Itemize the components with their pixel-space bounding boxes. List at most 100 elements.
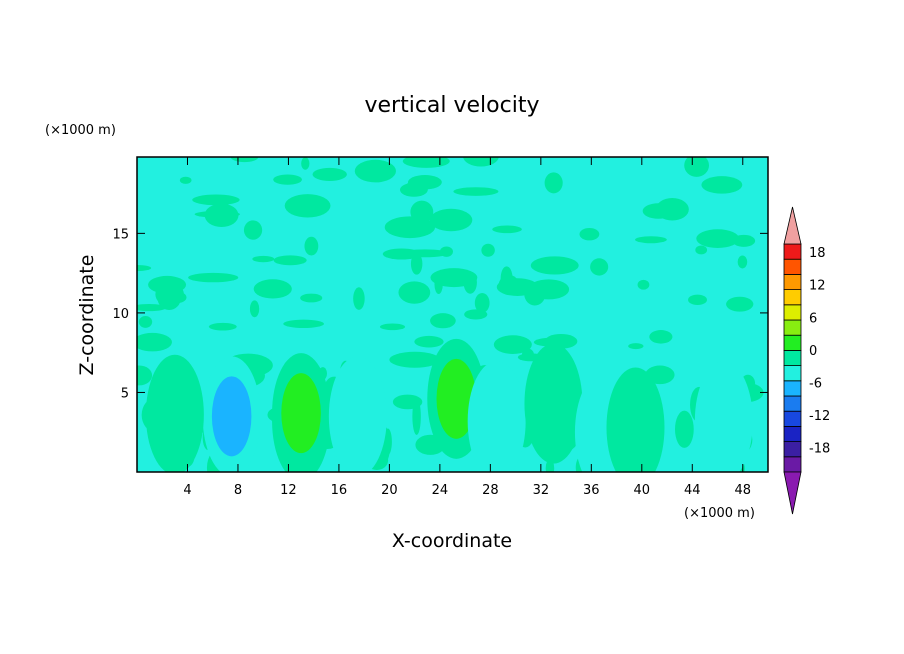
texture-patch <box>312 167 347 181</box>
y-tick-label: 5 <box>121 386 129 401</box>
texture-patch <box>684 157 710 177</box>
texture-patch <box>481 243 495 257</box>
texture-patch <box>628 343 644 350</box>
contour-blob <box>328 356 387 472</box>
colorbar-label: 12 <box>809 279 826 294</box>
texture-patch <box>137 365 153 386</box>
texture-patch <box>401 249 449 258</box>
colorbar-label: -6 <box>809 376 822 391</box>
texture-patch <box>273 174 302 185</box>
texture-patch <box>379 323 406 331</box>
texture-patch <box>138 315 153 328</box>
x-tick-label: 24 <box>432 483 449 498</box>
texture-patch <box>208 322 237 331</box>
plot-frame <box>136 156 769 473</box>
colorbar-segment <box>783 425 802 442</box>
texture-patch <box>737 255 748 269</box>
texture-patch <box>284 194 331 218</box>
texture-patch <box>701 176 743 194</box>
heatmap-field <box>137 157 768 472</box>
texture-patch <box>655 198 689 221</box>
chart-title: vertical velocity <box>364 93 539 118</box>
texture-patch <box>249 300 260 318</box>
x-tick-label: 20 <box>381 483 398 498</box>
x-tick-label: 48 <box>734 483 751 498</box>
texture-patch <box>192 194 240 206</box>
texture-patch <box>304 236 319 256</box>
texture-patch <box>696 229 740 248</box>
colorbar-segment <box>783 334 802 351</box>
texture-patch <box>732 234 756 247</box>
texture-patch <box>137 265 152 272</box>
x-tick-label: 4 <box>183 483 191 498</box>
colorbar: 18 12 6 0 -6 -12 -18 <box>783 206 830 515</box>
texture-patch <box>637 279 650 290</box>
texture-patch <box>398 281 431 304</box>
texture-patch <box>544 172 563 194</box>
x-tick-label: 36 <box>583 483 600 498</box>
y-ticks: 5 10 15 <box>112 227 768 401</box>
y-tick-label: 15 <box>112 227 129 242</box>
y-tick-label: 10 <box>112 307 129 322</box>
contour-blob <box>524 343 583 464</box>
texture-patch <box>726 296 754 312</box>
contour-blob <box>694 361 753 472</box>
colorbar-label: 6 <box>809 311 817 326</box>
texture-patch <box>674 410 694 448</box>
colorbar-segment <box>783 365 802 382</box>
x-tick-label: 44 <box>684 483 701 498</box>
x-tick-label: 28 <box>482 483 499 498</box>
contour-blob <box>281 373 321 454</box>
colorbar-segment <box>783 380 802 397</box>
texture-patch <box>453 187 499 196</box>
colorbar-over-arrow <box>783 206 802 245</box>
texture-patch <box>204 203 239 227</box>
colorbar-label: -12 <box>809 409 830 424</box>
x-tick-label: 40 <box>634 483 651 498</box>
contour-blob <box>436 358 477 439</box>
texture-patch <box>389 351 441 368</box>
y-unit-label: (×1000 m) <box>45 123 116 138</box>
texture-patch <box>533 337 572 347</box>
x-tick-label: 8 <box>234 483 242 498</box>
texture-patch <box>649 330 673 344</box>
texture-patch <box>493 335 532 354</box>
texture-patch <box>402 157 450 168</box>
texture-patch <box>463 157 499 167</box>
texture-patch <box>430 268 478 288</box>
colorbar-segment <box>783 258 802 275</box>
texture-patch <box>530 256 579 275</box>
x-tick-label: 12 <box>280 483 297 498</box>
contour-blob <box>467 361 526 472</box>
contour-blob <box>606 367 665 472</box>
texture-patch <box>590 258 609 276</box>
texture-patch <box>300 293 323 303</box>
colorbar-segment <box>783 273 802 290</box>
x-unit-label: (×1000 m) <box>684 506 755 521</box>
texture-patch <box>137 303 167 312</box>
texture-patch <box>579 227 600 241</box>
texture-patch <box>392 394 423 410</box>
colorbar-label: 0 <box>809 344 817 359</box>
x-tick-label: 16 <box>331 483 348 498</box>
texture-patch <box>301 157 310 170</box>
colorbar-label: 18 <box>809 246 826 261</box>
colorbar-segment <box>783 456 802 473</box>
texture-patch <box>414 335 444 348</box>
colorbar-label: -18 <box>809 442 830 457</box>
texture-patch <box>500 266 513 291</box>
contour-blob <box>211 376 252 457</box>
x-tick-label: 32 <box>533 483 550 498</box>
texture-patch <box>243 220 263 240</box>
texture-patch <box>273 255 307 266</box>
texture-patch <box>252 255 275 263</box>
contour-blob <box>145 354 204 472</box>
texture-patch <box>492 225 522 234</box>
texture-patch <box>283 319 324 329</box>
colorbar-segment <box>783 304 802 321</box>
colorbar-segment <box>783 349 802 366</box>
x-ticks: 4 8 12 16 20 24 28 32 36 40 44 48 <box>183 157 751 498</box>
texture-patch <box>384 216 436 239</box>
texture-patch <box>429 208 473 232</box>
